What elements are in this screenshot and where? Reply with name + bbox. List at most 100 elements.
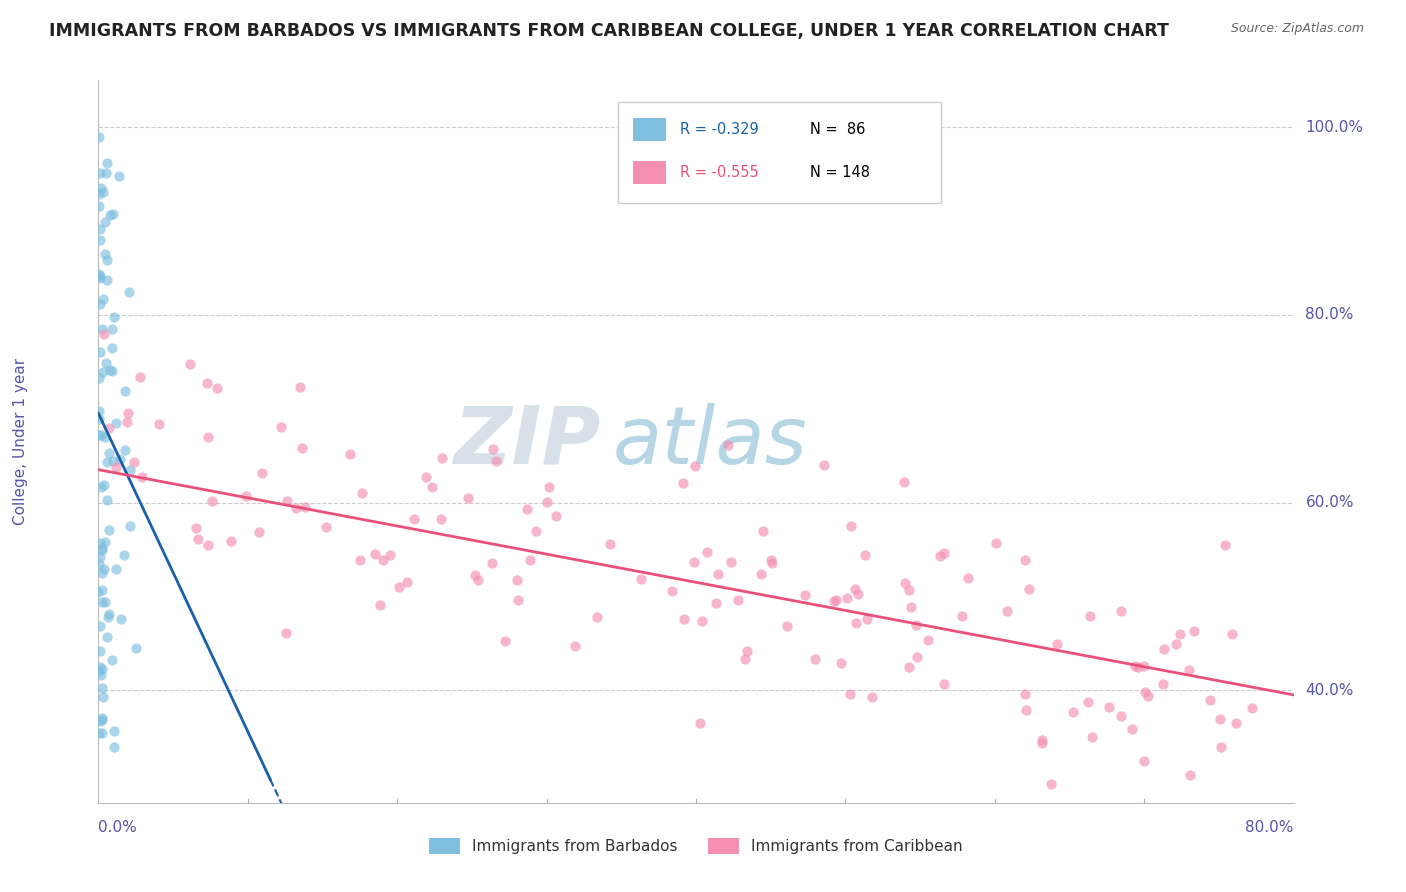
Point [93,215,115,229]
Point [696,544,718,558]
Point [368,598,391,612]
Text: 80.0%: 80.0% [1306,308,1354,322]
Point [89,271,111,285]
Text: N = 148: N = 148 [810,165,869,180]
Point [420,480,443,494]
Point [457,491,479,505]
Point [90,322,112,336]
Point [1014,687,1036,701]
Point [727,593,749,607]
Point [122,455,145,469]
Point [1213,537,1236,551]
Point [929,549,952,563]
Point [103,739,125,754]
Point [984,536,1007,550]
Point [1077,695,1099,709]
Point [96,273,118,287]
Point [751,524,773,538]
Point [494,633,516,648]
Point [349,553,371,567]
Point [87,370,110,384]
Point [950,609,973,624]
Point [103,723,125,738]
FancyBboxPatch shape [633,118,666,141]
Point [1168,627,1191,641]
Point [995,604,1018,618]
Point [689,715,711,730]
Point [96,630,118,644]
Point [98,523,121,537]
Point [1039,777,1062,791]
Point [853,548,876,562]
Point [845,615,868,630]
Point [683,555,706,569]
Point [429,512,451,526]
Point [673,612,696,626]
Point [735,644,758,658]
Point [90,595,112,609]
Point [91,292,114,306]
Point [96,455,118,469]
Point [179,357,201,371]
Point [846,587,869,601]
Point [1135,685,1157,699]
Point [117,285,139,299]
Text: R = -0.329: R = -0.329 [681,122,759,136]
Point [378,549,401,563]
Point [1178,663,1201,677]
Point [839,518,862,533]
Point [402,512,425,526]
Point [464,568,486,582]
Point [1225,716,1247,731]
Point [481,556,503,570]
Point [89,233,111,247]
Point [89,714,111,728]
Point [934,546,956,560]
Point [91,365,114,379]
Point [1132,659,1154,673]
Point [91,681,114,696]
Point [825,593,848,607]
Point [683,459,706,474]
Point [201,493,224,508]
Point [1046,637,1069,651]
Point [1078,608,1101,623]
Text: N =  86: N = 86 [810,122,865,136]
Point [89,644,111,658]
Point [96,493,118,508]
Point [97,610,120,624]
Point [294,500,316,515]
Point [90,667,112,681]
Point [205,381,228,395]
Point [1098,700,1121,714]
Point [823,593,845,607]
Point [87,411,110,425]
Point [197,538,219,552]
Text: Source: ZipAtlas.com: Source: ZipAtlas.com [1230,22,1364,36]
Point [1126,660,1149,674]
Point [91,690,114,704]
Point [1121,722,1143,736]
Point [90,662,112,676]
Point [98,446,121,460]
Text: 60.0%: 60.0% [1306,495,1354,510]
Point [720,556,742,570]
Point [519,552,541,566]
Point [1125,659,1147,673]
Point [284,500,307,515]
Point [1241,701,1264,715]
Point [87,199,110,213]
Point [315,520,337,534]
Point [274,626,297,640]
Point [661,584,683,599]
Point [482,442,505,457]
Point [87,557,110,571]
Point [467,573,489,587]
Point [93,477,115,491]
Point [89,665,111,679]
Point [898,660,921,674]
Point [1199,692,1222,706]
Point [87,726,110,740]
Point [524,524,547,538]
Point [90,181,112,195]
